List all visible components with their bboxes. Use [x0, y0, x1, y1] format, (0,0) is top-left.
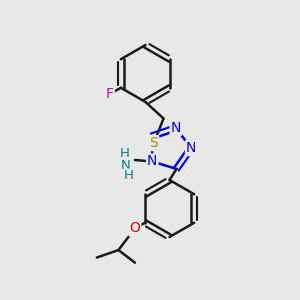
Text: H: H — [119, 147, 129, 160]
Text: N: N — [121, 159, 131, 172]
Text: N: N — [171, 121, 181, 135]
Text: N: N — [147, 154, 158, 169]
Text: F: F — [106, 87, 114, 101]
Text: H: H — [124, 169, 134, 182]
Text: N: N — [186, 141, 196, 155]
Text: S: S — [149, 136, 158, 150]
Text: O: O — [130, 221, 140, 236]
